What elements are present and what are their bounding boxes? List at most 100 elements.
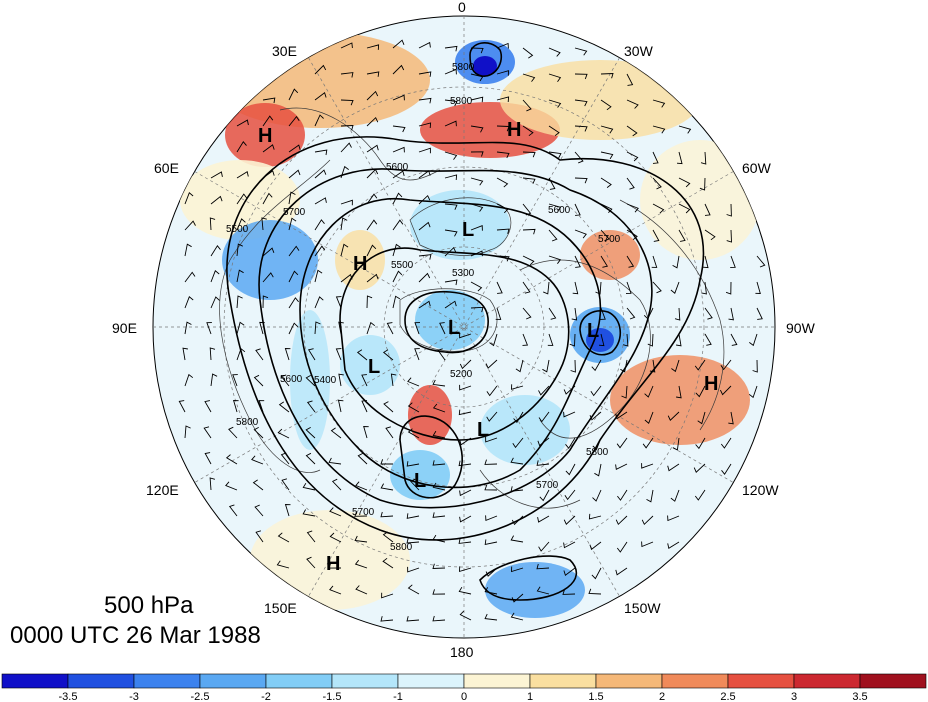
high-pressure-marker: H [326,553,340,575]
wind-barb [337,399,344,413]
wind-barb [726,203,732,217]
wind-barb [225,454,238,465]
wind-barb [563,411,576,418]
wind-barb [366,90,379,101]
wind-barb [720,437,732,449]
wind-barb [210,195,223,205]
wind-barb [432,615,446,622]
wind-barb [625,281,632,294]
wind-barb [277,532,290,543]
wind-barb [626,151,639,162]
wind-barb [261,217,267,231]
wind-barb [470,177,484,186]
wind-barb [444,229,458,237]
colorbar-tick-label: -2.5 [191,691,210,702]
wind-barb [594,463,602,477]
wind-barb [458,460,472,467]
contour-label: 5500 [391,260,414,271]
low-pressure-marker: L [414,470,426,492]
colorbar-swatch [727,673,795,689]
wind-barb [361,374,368,387]
wind-barb [511,515,524,526]
wind-barb [700,151,707,165]
wind-barb [626,229,638,240]
wind-barb [570,359,576,373]
lon-label-90w: 90W [786,320,816,336]
wind-barb [314,169,327,179]
wind-barb [725,281,732,295]
wind-barb [459,359,472,370]
wind-barb [671,359,680,373]
wind-barb [704,333,712,346]
wind-barb [485,515,498,522]
wind-barb [565,437,576,449]
wind-barb [236,141,247,153]
wind-barb [262,115,274,127]
wind-barb [590,385,602,397]
wind-barb [730,255,736,268]
contour-label: 5300 [452,268,475,279]
wind-barb [232,400,239,413]
low-pressure-marker: L [462,219,474,241]
wind-barb [678,125,692,134]
wind-barb [306,556,316,569]
wind-barb [276,560,290,569]
low-pressure-marker: L [587,320,599,342]
pressure-centers: H H H H H L L L L L L [258,119,718,575]
low-pressure-marker: L [477,419,489,441]
wind-barb [496,203,509,214]
wind-barb [486,385,498,397]
contour-label: 5600 [386,162,409,173]
wind-barb [511,566,524,573]
wind-barb [366,321,376,335]
wind-barb [288,144,301,153]
wind-barb [667,541,680,550]
wind-barb [522,281,531,294]
wind-barb [652,99,666,108]
wind-barb [574,151,584,164]
wind-barb [354,559,368,569]
wind-barb [314,149,328,156]
wind-barb [548,203,562,212]
wind-barb [418,122,432,129]
wind-barb [356,349,368,361]
wind-barb [459,384,472,391]
wind-barb [539,489,550,502]
wind-barb [314,219,325,231]
wind-barb [414,348,420,361]
wind-barb [361,400,368,413]
wind-barb [548,177,556,190]
lon-label-120w: 120W [742,482,779,498]
wind-barb [228,426,238,439]
high-pressure-marker: H [353,253,367,275]
contour-label: 5400 [314,375,337,386]
wind-barb [432,460,446,466]
wind-barb [484,613,498,621]
wind-barb [209,477,216,491]
wind-barb [574,47,588,56]
wind-barb [444,99,458,107]
wind-barb [678,203,691,214]
contour-label: 5800 [390,542,413,553]
wind-barb [615,567,628,576]
wind-barb [340,199,353,206]
lon-label-30e: 30E [272,43,297,59]
wind-barb [418,254,432,260]
wind-barb [366,219,378,231]
wind-barb [522,151,536,158]
wind-barb [572,281,579,295]
wind-barb [510,535,524,543]
wind-barb [667,515,680,522]
wind-barb [307,348,316,361]
wind-barb [652,281,662,294]
contour-label: 5800 [236,417,259,428]
wind-barb [355,481,368,491]
lon-label-150w: 150W [624,600,661,616]
wind-barb [210,171,223,179]
wind-barb [262,192,273,205]
wind-barb [258,400,265,413]
colorbar-swatch [67,673,135,689]
high-pressure-marker: H [704,373,718,395]
wind-barb [458,538,472,544]
colorbar-swatch [397,673,465,689]
